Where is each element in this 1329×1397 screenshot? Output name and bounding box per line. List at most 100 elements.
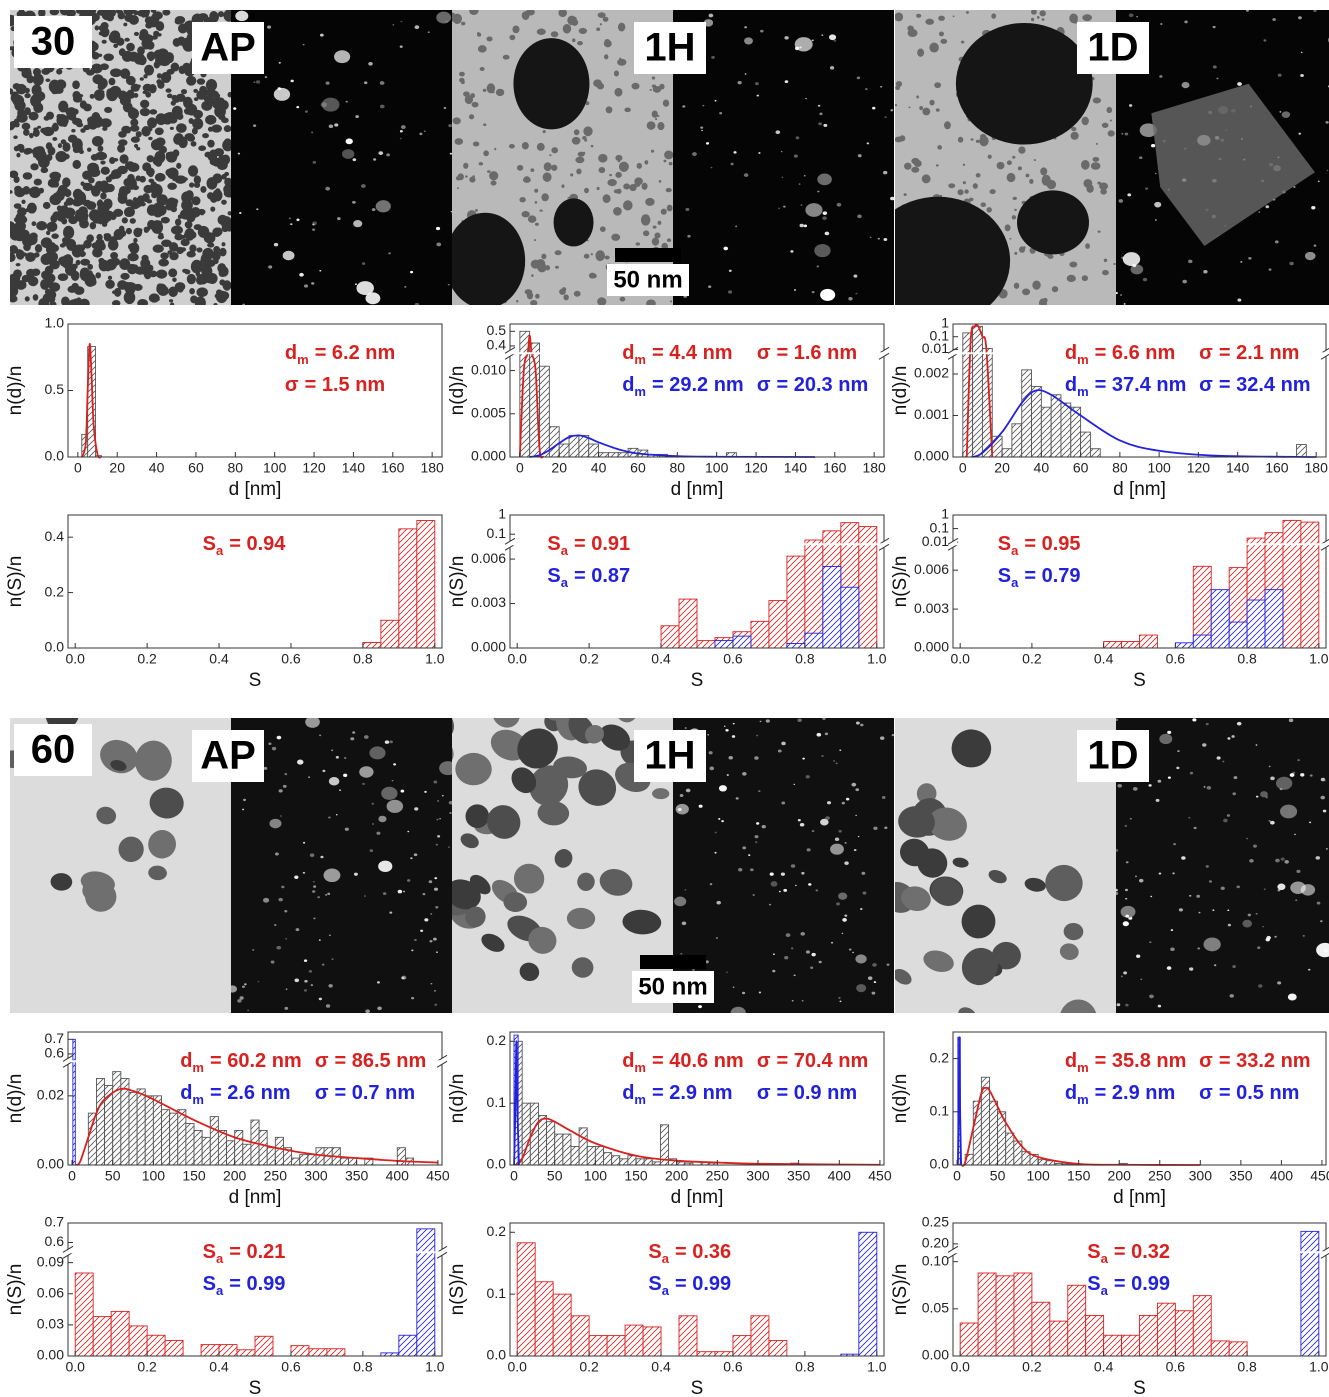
particle	[56, 79, 67, 89]
speck	[377, 1006, 382, 1010]
particle	[168, 268, 177, 277]
speck	[320, 34, 324, 37]
speck	[345, 101, 347, 103]
histogram-bar	[589, 444, 599, 457]
speck	[791, 864, 795, 868]
particle	[50, 8, 59, 15]
grain	[348, 1024, 378, 1053]
particle	[1069, 14, 1078, 24]
grain	[221, 380, 251, 413]
particle	[895, 104, 898, 106]
speck	[852, 952, 854, 953]
histogram-bar	[787, 556, 805, 648]
particle	[658, 221, 662, 225]
speck	[702, 105, 704, 106]
speck	[1139, 156, 1142, 159]
particle	[204, 152, 211, 158]
particle	[1110, 119, 1112, 121]
particle	[475, 209, 478, 212]
x-tick-label: 0	[953, 1168, 961, 1184]
speck	[742, 846, 746, 849]
speck	[345, 828, 349, 831]
particle	[1026, 174, 1030, 178]
x-tick-label: 0.2	[579, 1359, 599, 1375]
speck	[760, 721, 762, 723]
speck	[794, 289, 796, 291]
particle	[567, 16, 576, 25]
speck	[312, 228, 315, 230]
speck	[795, 37, 813, 51]
speck	[1237, 722, 1242, 726]
grain	[612, 657, 639, 685]
particle	[1031, 18, 1034, 21]
annotation-symbol: S	[1087, 1241, 1100, 1263]
histogram-bar	[1175, 1311, 1193, 1356]
particle	[940, 39, 947, 44]
particle	[664, 151, 673, 160]
particle	[1091, 162, 1101, 170]
histogram-bar	[1175, 643, 1193, 648]
speck	[800, 204, 802, 206]
x-tick-label: 100	[263, 460, 287, 476]
particle	[644, 160, 648, 164]
particle	[559, 289, 566, 295]
particle	[169, 117, 178, 124]
annotation: dm= 40.6 nm	[622, 1050, 744, 1075]
histogram-bar	[1247, 600, 1265, 648]
histogram-bar	[259, 1130, 267, 1165]
histogram-bar	[1006, 1133, 1014, 1165]
particle	[1018, 166, 1022, 170]
speck	[1269, 766, 1271, 768]
particle	[73, 96, 82, 103]
speck	[1232, 965, 1236, 968]
particle	[990, 189, 996, 194]
grain	[130, 497, 159, 526]
speck	[311, 132, 313, 134]
speck	[680, 794, 684, 797]
grain	[697, 534, 719, 558]
speck	[296, 106, 299, 108]
y-tick-label: 0.20	[922, 1235, 949, 1251]
particle	[110, 236, 118, 242]
particle	[631, 83, 639, 90]
particle	[615, 172, 621, 178]
annotation-value: = 0.36	[675, 1241, 731, 1263]
particle	[584, 254, 590, 259]
particle	[654, 233, 660, 239]
particle	[102, 222, 107, 227]
particle	[534, 189, 538, 193]
particle	[49, 172, 61, 180]
particle	[113, 44, 118, 48]
y-tick-label: 0.10	[922, 1252, 949, 1268]
speck	[370, 849, 374, 852]
annotation: σ= 70.4 nm	[757, 1050, 868, 1072]
particle	[126, 228, 132, 234]
annotation-symbol: σ	[757, 1082, 771, 1104]
annotation-subscript: a	[216, 1283, 224, 1298]
particle	[136, 131, 142, 137]
histogram-bar	[178, 1110, 186, 1165]
speck	[1156, 799, 1160, 802]
speck	[309, 970, 312, 973]
particle	[938, 16, 945, 21]
annotation-symbol: d	[1065, 374, 1077, 396]
particle	[109, 261, 114, 266]
histogram-bar	[787, 644, 805, 648]
speck	[1117, 1003, 1121, 1006]
histogram-bar	[1157, 1303, 1175, 1356]
speck	[1274, 936, 1276, 938]
grain	[800, 484, 822, 506]
histogram-bar	[571, 1146, 579, 1165]
speck	[1125, 133, 1129, 136]
y-tick-label: 0.0	[930, 1156, 950, 1172]
speck	[424, 130, 426, 132]
annotation-value: = 0.99	[229, 1273, 285, 1295]
particle	[544, 162, 552, 171]
annotation: Sa= 0.91	[547, 533, 630, 558]
speck	[701, 130, 703, 131]
particle	[583, 126, 592, 136]
annotation-value: = 70.4 nm	[777, 1050, 869, 1072]
particle	[657, 122, 664, 130]
particle	[49, 282, 60, 292]
speck	[303, 872, 305, 874]
